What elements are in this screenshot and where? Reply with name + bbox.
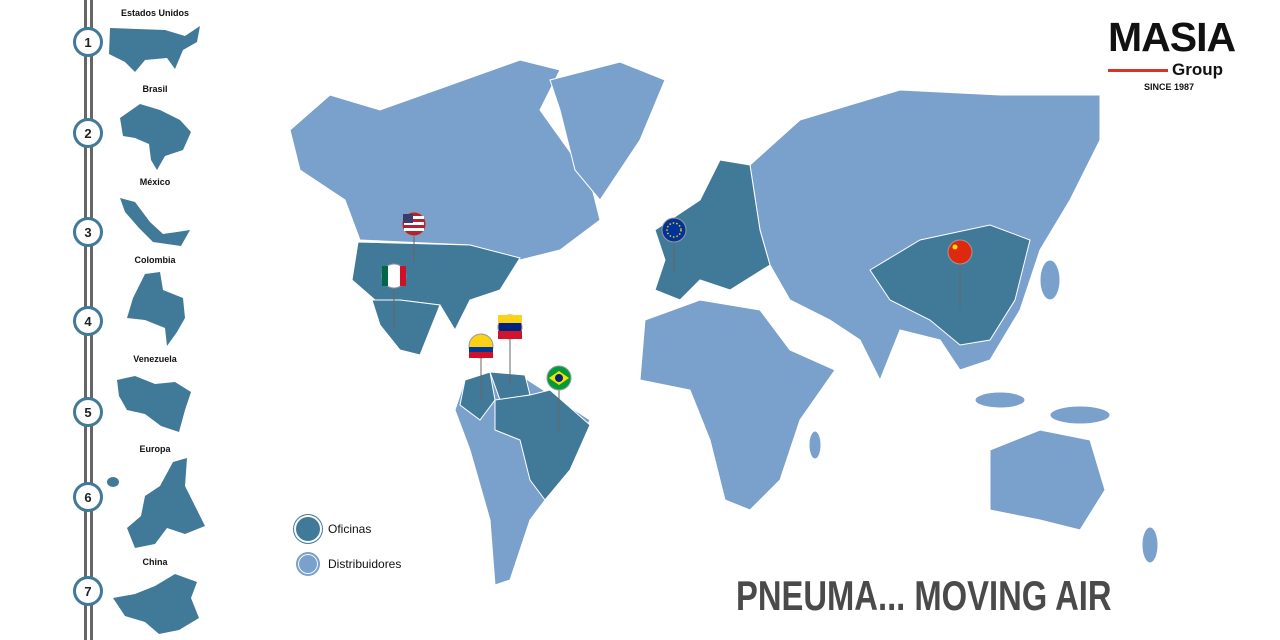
madagascar-island bbox=[808, 430, 822, 460]
legend-oficinas: Oficinas bbox=[296, 517, 371, 541]
logo-red-bar bbox=[1108, 68, 1168, 72]
oficinas-swatch bbox=[296, 517, 320, 541]
china-office bbox=[869, 224, 1031, 346]
brazil-office bbox=[494, 389, 591, 501]
usa-flag-pin bbox=[401, 211, 427, 262]
logo-sub: Group bbox=[1172, 60, 1223, 79]
mexico-flag-pin bbox=[381, 263, 407, 330]
mexico-silhouette bbox=[120, 198, 190, 246]
logo-sub-row: Group bbox=[1108, 60, 1248, 80]
asia bbox=[749, 89, 1101, 382]
brazil-silhouette bbox=[120, 104, 191, 170]
mexico-office bbox=[371, 299, 441, 356]
europe-office bbox=[654, 159, 771, 301]
venezuela-flag-pin bbox=[497, 314, 523, 385]
indonesia-island bbox=[974, 391, 1026, 409]
country-label: Colombia bbox=[134, 255, 176, 265]
logo-since: SINCE 1987 bbox=[1144, 82, 1195, 92]
europe-silhouette bbox=[107, 458, 205, 548]
step-number: 2 bbox=[73, 118, 103, 148]
slogan: PNEUMA... MOVING AIR bbox=[736, 572, 1112, 619]
country-label: México bbox=[139, 177, 171, 187]
australia bbox=[989, 429, 1106, 531]
step-number: 5 bbox=[73, 397, 103, 427]
step-number: 7 bbox=[73, 576, 103, 606]
venezuela-silhouette bbox=[117, 376, 191, 432]
colombia-office bbox=[459, 371, 496, 421]
step-number: 4 bbox=[73, 306, 103, 336]
colombia-flag-pin bbox=[468, 333, 494, 400]
new-guinea-island bbox=[1049, 405, 1111, 425]
step-number: 3 bbox=[73, 217, 103, 247]
greenland bbox=[549, 61, 666, 201]
china-silhouette bbox=[113, 574, 199, 634]
logo-name: MASIA bbox=[1108, 14, 1236, 60]
brazil-flag-pin bbox=[546, 365, 572, 432]
africa bbox=[639, 299, 836, 511]
country-label: Brasil bbox=[142, 84, 168, 94]
country-label: Estados Unidos bbox=[120, 8, 189, 18]
step-number: 1 bbox=[73, 27, 103, 57]
legend-distribuidores: Distribuidores bbox=[296, 552, 401, 576]
legend-label: Oficinas bbox=[328, 522, 372, 536]
country-label: Venezuela bbox=[133, 354, 177, 364]
colombia-silhouette bbox=[127, 272, 185, 346]
usa-silhouette bbox=[109, 26, 200, 72]
masia-logo: MASIA Group SINCE 1987 bbox=[1108, 14, 1248, 93]
japan-island bbox=[1039, 259, 1061, 301]
pins bbox=[381, 211, 973, 432]
country-label: Europa bbox=[139, 444, 171, 454]
eu-flag-pin bbox=[661, 217, 687, 272]
distribuidores-swatch bbox=[296, 552, 320, 576]
legend-label: Distribuidores bbox=[328, 557, 402, 571]
new-zealand-island bbox=[1141, 526, 1159, 564]
step-number: 6 bbox=[73, 482, 103, 512]
north-america bbox=[289, 59, 601, 261]
china-flag-pin bbox=[947, 239, 973, 308]
country-label: China bbox=[142, 557, 168, 567]
